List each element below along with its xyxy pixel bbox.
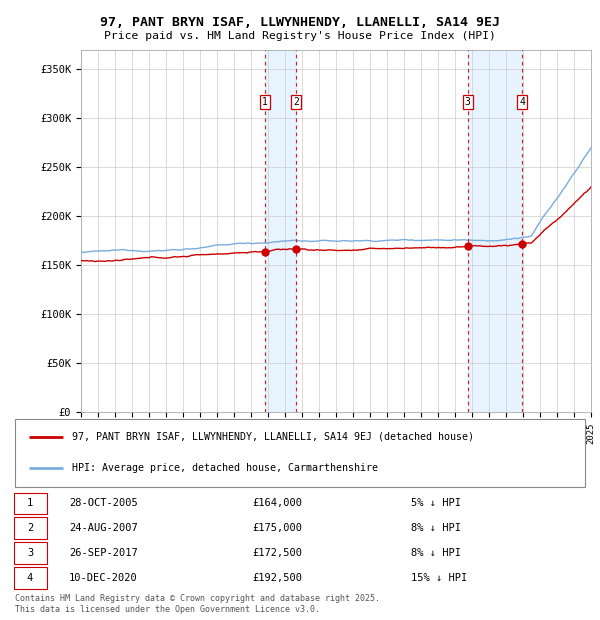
Bar	[265, 50, 296, 412]
Text: 1: 1	[262, 97, 268, 107]
Text: 2: 2	[27, 523, 33, 533]
Text: 97, PANT BRYN ISAF, LLWYNHENDY, LLANELLI, SA14 9EJ (detached house): 97, PANT BRYN ISAF, LLWYNHENDY, LLANELLI…	[72, 432, 474, 442]
Text: 28-OCT-2005: 28-OCT-2005	[69, 498, 138, 508]
Text: £175,000: £175,000	[252, 523, 302, 533]
FancyBboxPatch shape	[15, 418, 585, 487]
Text: Price paid vs. HM Land Registry's House Price Index (HPI): Price paid vs. HM Land Registry's House …	[104, 31, 496, 41]
Text: 4: 4	[27, 573, 33, 583]
Text: 5% ↓ HPI: 5% ↓ HPI	[411, 498, 461, 508]
Text: £164,000: £164,000	[252, 498, 302, 508]
Text: 8% ↓ HPI: 8% ↓ HPI	[411, 548, 461, 558]
Text: 26-SEP-2017: 26-SEP-2017	[69, 548, 138, 558]
Text: £172,500: £172,500	[252, 548, 302, 558]
Text: 15% ↓ HPI: 15% ↓ HPI	[411, 573, 467, 583]
Text: 10-DEC-2020: 10-DEC-2020	[69, 573, 138, 583]
Text: 3: 3	[27, 548, 33, 558]
Text: 8% ↓ HPI: 8% ↓ HPI	[411, 523, 461, 533]
Text: 97, PANT BRYN ISAF, LLWYNHENDY, LLANELLI, SA14 9EJ: 97, PANT BRYN ISAF, LLWYNHENDY, LLANELLI…	[100, 16, 500, 29]
Bar	[467, 50, 522, 412]
Text: 4: 4	[519, 97, 525, 107]
Text: 3: 3	[464, 97, 470, 107]
Text: HPI: Average price, detached house, Carmarthenshire: HPI: Average price, detached house, Carm…	[72, 463, 378, 473]
Text: 2: 2	[293, 97, 299, 107]
Text: £192,500: £192,500	[252, 573, 302, 583]
Text: 1: 1	[27, 498, 33, 508]
Text: 24-AUG-2007: 24-AUG-2007	[69, 523, 138, 533]
Text: Contains HM Land Registry data © Crown copyright and database right 2025.
This d: Contains HM Land Registry data © Crown c…	[15, 595, 380, 614]
